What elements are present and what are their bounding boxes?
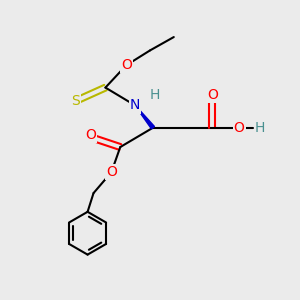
Text: H: H: [255, 121, 265, 135]
Text: H: H: [149, 88, 160, 102]
Text: O: O: [121, 58, 132, 72]
Text: O: O: [106, 165, 117, 179]
Polygon shape: [135, 105, 154, 129]
Text: N: N: [130, 98, 140, 112]
Text: O: O: [234, 121, 244, 135]
Text: O: O: [207, 88, 218, 102]
Text: S: S: [71, 94, 80, 108]
Text: O: O: [85, 128, 96, 142]
